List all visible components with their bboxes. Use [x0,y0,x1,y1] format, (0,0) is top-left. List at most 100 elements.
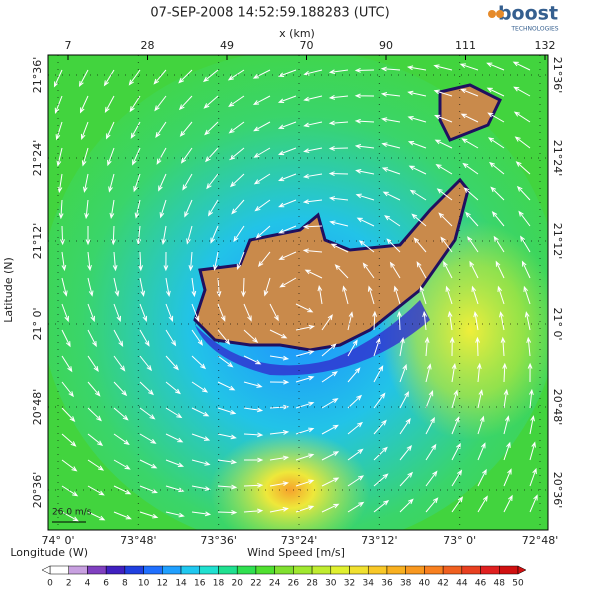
wind-arrow [347,311,354,331]
wind-arrow [178,69,193,84]
wind-arrow [87,329,97,348]
wind-arrow [451,362,457,383]
lon-tick-label: 73°12' [361,534,398,547]
wind-arrow [321,503,340,513]
wind-arrow [520,235,531,253]
lon-tick-label: 72°48' [522,534,559,547]
wind-arrow [231,199,245,215]
wind-arrow [321,451,340,461]
wind-arrow [61,459,78,472]
wind-arrow [433,89,453,97]
wind-arrow [295,375,315,383]
wind-arrow [108,173,115,193]
wind-arrow [425,470,438,487]
wind-arrow [399,498,414,513]
wind-arrow [493,235,505,253]
colorbar-tick-label: 0 [47,579,53,589]
wind-arrow [255,225,271,239]
colorbar-cell [293,565,313,575]
wind-arrow [87,355,99,372]
wind-arrow [440,236,453,253]
colorbar-cell [162,565,182,575]
wind-arrow [277,147,297,156]
wind-arrow [399,363,407,383]
wind-arrow [165,459,185,468]
colorbar-cell [68,565,88,575]
colorbar-cell [236,565,257,575]
wind-arrow [229,173,245,188]
wind-arrow [179,121,193,137]
wind-arrow [486,87,505,97]
map-frame [47,54,549,531]
wind-arrow [334,264,349,279]
lat-tick-label: 20°48' [551,389,564,426]
wind-arrow [461,138,479,149]
wind-arrow [87,511,106,521]
wind-arrow [112,251,118,272]
lat-tick-label: 21°24' [551,140,564,177]
wind-arrow [373,419,387,435]
wind-arrow [186,225,193,245]
colorbar-label: Wind Speed [m/s] [247,546,345,559]
wind-arrow [278,173,297,182]
colorbar: 0 2 4 6 8 10 12 14 16 18 20 22 24 26 28 30 32 34 36 38 40 42 4… [41,565,527,589]
wind-arrow [328,146,349,151]
wind-arrow [107,147,115,167]
wind-arrow [139,355,153,372]
x-tick-label: 70 [300,39,314,52]
wind-arrow [134,199,141,219]
wind-arrow [229,147,245,161]
wind-arrow [165,485,185,493]
wind-arrow [373,446,388,461]
wind-arrow [279,277,297,288]
wind-arrow [139,433,157,444]
lat-tick-label: 20°36' [551,472,564,509]
title: 07-SEP-2008 14:52:59.188283 (UTC) [150,6,389,21]
wind-arrow [354,118,375,124]
wind-arrow [269,379,290,385]
wind-arrow [328,69,349,75]
wind-arrow [529,467,537,487]
wind-arrow [460,113,479,123]
wind-arrow [373,473,389,487]
colorbar-cell [311,565,332,575]
colorbar-tick-label: 18 [213,579,225,589]
wind-arrow [329,220,349,227]
wind-arrow [278,225,297,234]
wind-arrow [58,199,64,220]
wind-arrow [451,389,459,409]
map-field [48,55,548,530]
colorbar-cell [461,565,481,575]
wind-arrow [302,248,323,254]
wind-arrow [253,121,271,132]
wind-arrow [491,211,505,227]
colorbar-tick-label: 46 [475,579,487,589]
wind-arrow [191,329,204,346]
wind-arrow [497,285,505,305]
wind-arrow [451,469,463,487]
wind-arrow [399,444,413,461]
wind-arrow [217,407,237,415]
wind-arrow [158,173,167,192]
wind-arrow [243,407,264,413]
wind-arrows [53,61,538,522]
colorbar-cell [180,565,201,575]
wind-arrow [217,433,237,440]
wind-arrow [303,121,323,128]
wind-arrow [205,147,219,163]
wind-arrow [139,277,146,297]
wind-arrow [191,277,197,298]
x-tick-label: 7 [65,39,72,52]
x-tick-label: 28 [141,39,155,52]
wind-arrow [159,199,167,219]
lat-tick-label: 21°36' [31,57,44,94]
wind-arrow [396,310,402,331]
wind-arrow [451,496,464,513]
wind-arrow [490,186,505,201]
colorbar-cell [87,565,107,575]
wind-arrow [389,261,401,279]
wind-arrow [489,161,505,175]
wind-arrow [217,303,226,322]
wind-arrow [424,336,430,357]
wind-arrow [521,260,531,279]
